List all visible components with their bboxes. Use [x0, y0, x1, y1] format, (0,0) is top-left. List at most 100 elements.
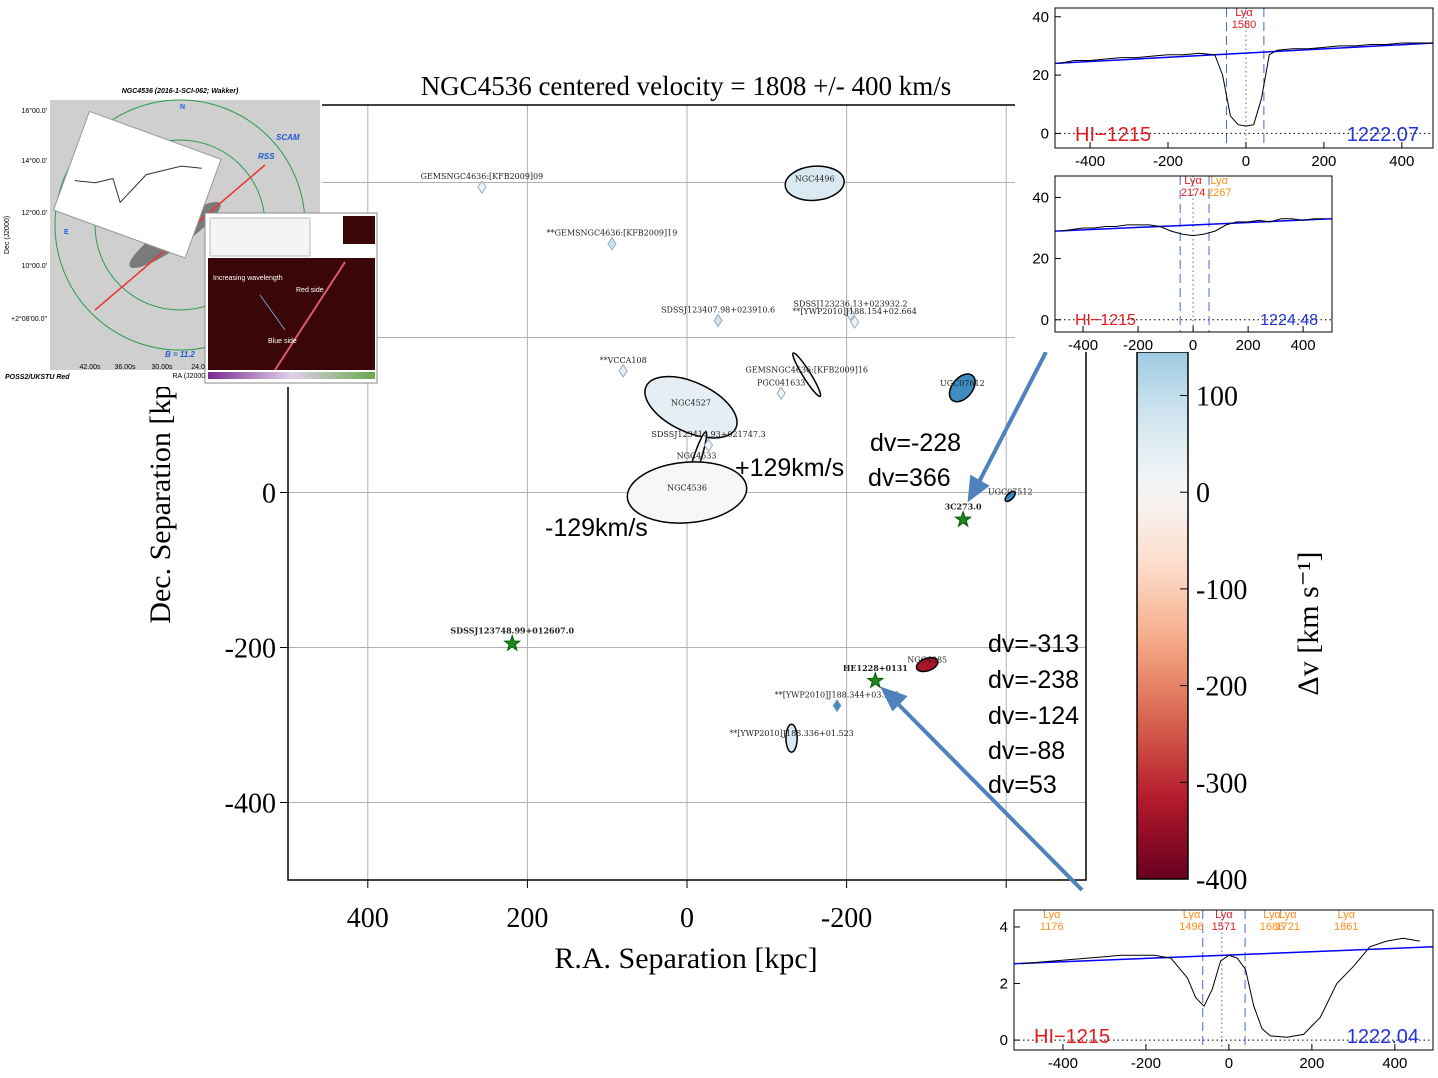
wavelength-label: 1224.48 [1260, 312, 1318, 329]
annotation: dv=-238 [988, 666, 1079, 694]
slit-text: Increasing wavelength [213, 275, 283, 282]
y-tick-label: -400 [225, 789, 276, 820]
ion-label: HI−1215 [1075, 312, 1136, 329]
object-label: NGC4385 [907, 656, 947, 665]
arrow [976, 351, 1048, 485]
annotation: +129km/s [735, 454, 844, 482]
compass-north: N [180, 104, 185, 111]
y-tick-label: 0 [1000, 1032, 1008, 1049]
x-tick-label: -200 [1153, 153, 1183, 170]
x-tick-label: -200 [821, 903, 872, 934]
card-plot [74, 165, 202, 204]
object-label: 3C273.0 [945, 502, 982, 512]
object-label: **[YWP2010]J188.336+01.523 [729, 729, 853, 738]
x-tick-label: 0 [1189, 337, 1197, 354]
line-label-velocity: 1580 [1232, 19, 1256, 31]
arrow-head [880, 686, 908, 712]
object-label: **GEMSNGC4636:[KFB2009]19 [547, 229, 678, 238]
x-tick-label: 200 [1236, 337, 1261, 354]
spectrum-line [1061, 218, 1326, 237]
dec-tick: 12°00.0' [21, 209, 47, 217]
spectral-trace [274, 261, 346, 371]
object-label: GEMSNGC4636:[KFB2009]09 [421, 172, 544, 181]
x-tick-label: 200 [506, 903, 548, 934]
annotation: dv=-228 [870, 429, 961, 457]
chart-title: NGC4536 centered velocity = 1808 +/- 400… [421, 71, 952, 101]
object-label: **VCCA108 [600, 356, 647, 365]
line-label-velocity: 2174 [1181, 187, 1205, 199]
object-label: GEMSNGC4636:[KFB2009]16 [745, 366, 868, 375]
x-tick-label: 400 [1382, 1055, 1407, 1072]
x-tick-label: -400 [1068, 337, 1098, 354]
line-label-velocity: 1571 [1212, 921, 1236, 933]
y-tick-label: 40 [1032, 9, 1049, 26]
slit-colorbar [208, 372, 375, 379]
object-label: **[YWP2010]J188.344+03.219 [775, 691, 899, 700]
spectrum-panel: -400 -200 0 200 40002040Lyα2174Lyα2267HI−121… [1015, 168, 1340, 354]
y-tick-label: 2 [1000, 976, 1008, 993]
galaxy-point [776, 386, 786, 401]
continuum-fit [1054, 42, 1434, 65]
x-tick-label: 200 [1299, 1055, 1324, 1072]
galaxy-point [849, 315, 860, 329]
colorbar-label: Δv [km s⁻¹] [1292, 551, 1325, 695]
ra-label: RA (J2000) [172, 373, 207, 380]
object-label: UGC07612 [940, 379, 985, 388]
galaxy-ellipse [626, 461, 748, 524]
x-tick-label: 400 [1389, 153, 1414, 170]
line-label-velocity: 1721 [1276, 921, 1300, 933]
arrow-head [967, 474, 990, 503]
object-label: **[YWP2010]J188.154+02.664 [792, 307, 916, 316]
survey-label: POSS2/UKSTU Red [5, 374, 70, 381]
x-tick-label: 400 [1291, 337, 1316, 354]
dec-tick: 16°00.0' [21, 107, 47, 115]
y-tick-label: 0 [1041, 312, 1049, 329]
panel-bg [1015, 168, 1340, 352]
line-label: Lyα [1215, 909, 1233, 921]
x-tick-label: 0 [1242, 153, 1250, 170]
x-axis-label: R.A. Separation [kpc] [554, 942, 817, 975]
galaxy-ellipse [784, 165, 845, 202]
galaxy-point [618, 363, 628, 378]
slit-text: Red side [296, 287, 324, 294]
line-label: Lyα [1183, 909, 1201, 921]
galaxy-ellipse [792, 352, 822, 398]
y-tick-label: 40 [1032, 189, 1049, 206]
object-label: SDSSJ123407.98+023910.6 [661, 305, 775, 314]
y-axis-label: Dec. Separation [kpc] [144, 361, 177, 623]
ion-label: HI−1215 [1034, 1026, 1110, 1048]
annotation: -129km/s [545, 514, 648, 542]
object-label: SDSSJ123414.93+021747.3 [652, 430, 766, 439]
panel-frame [1013, 909, 1434, 1051]
colorbar-tick-label: 0 [1196, 478, 1210, 509]
y-tick-label: 0 [262, 479, 276, 510]
instrument-label: SCAM [276, 133, 300, 142]
arrows [880, 351, 1084, 892]
magnitude-label: B = 11.2 [165, 350, 195, 359]
panel-bg [978, 895, 1438, 1078]
plot-frame [287, 104, 1087, 881]
galaxy-point [477, 180, 487, 195]
ra-tick: 24.00 [191, 364, 209, 371]
colorbar-tick-label: -100 [1196, 575, 1247, 606]
galaxy-point [713, 313, 723, 328]
object-label: UGC07512 [988, 487, 1033, 496]
line-label-velocity: 1176 [1040, 921, 1064, 933]
annotation: dv=366 [868, 464, 951, 492]
ra-tick: 42.00s [79, 364, 101, 371]
y-tick-label: 20 [1032, 251, 1049, 268]
ra-tick: 36.00s [114, 364, 136, 371]
sightline-star [503, 634, 522, 652]
spectrum-card [52, 110, 222, 259]
continuum-fit [1054, 218, 1333, 232]
object-label: NGC4527 [671, 398, 711, 407]
colorbar-tick-label: -200 [1196, 672, 1247, 703]
sightline-star [866, 671, 885, 689]
slit-image [208, 258, 375, 370]
line-label-velocity: 1861 [1334, 921, 1358, 933]
object-label: NGC4536 [667, 484, 707, 493]
object-label: PGC041633 [757, 378, 805, 387]
